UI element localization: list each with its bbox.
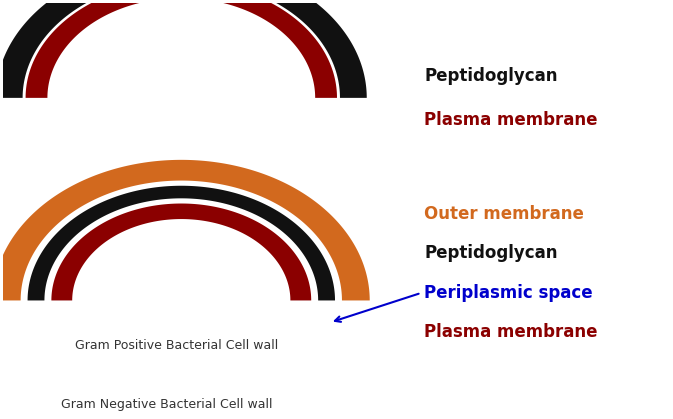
Text: Gram Negative Bacterial Cell wall: Gram Negative Bacterial Cell wall — [61, 398, 272, 411]
Text: Plasma membrane: Plasma membrane — [424, 111, 598, 129]
Text: Peptidoglycan: Peptidoglycan — [424, 67, 558, 85]
Polygon shape — [0, 160, 369, 300]
Polygon shape — [28, 186, 335, 300]
Text: Peptidoglycan: Peptidoglycan — [424, 244, 558, 262]
Text: Outer membrane: Outer membrane — [424, 205, 584, 223]
Polygon shape — [26, 0, 337, 98]
Text: Gram Positive Bacterial Cell wall: Gram Positive Bacterial Cell wall — [75, 339, 278, 352]
Polygon shape — [0, 0, 367, 98]
Text: Plasma membrane: Plasma membrane — [424, 323, 598, 341]
Polygon shape — [51, 204, 311, 300]
Text: Periplasmic space: Periplasmic space — [424, 284, 593, 302]
